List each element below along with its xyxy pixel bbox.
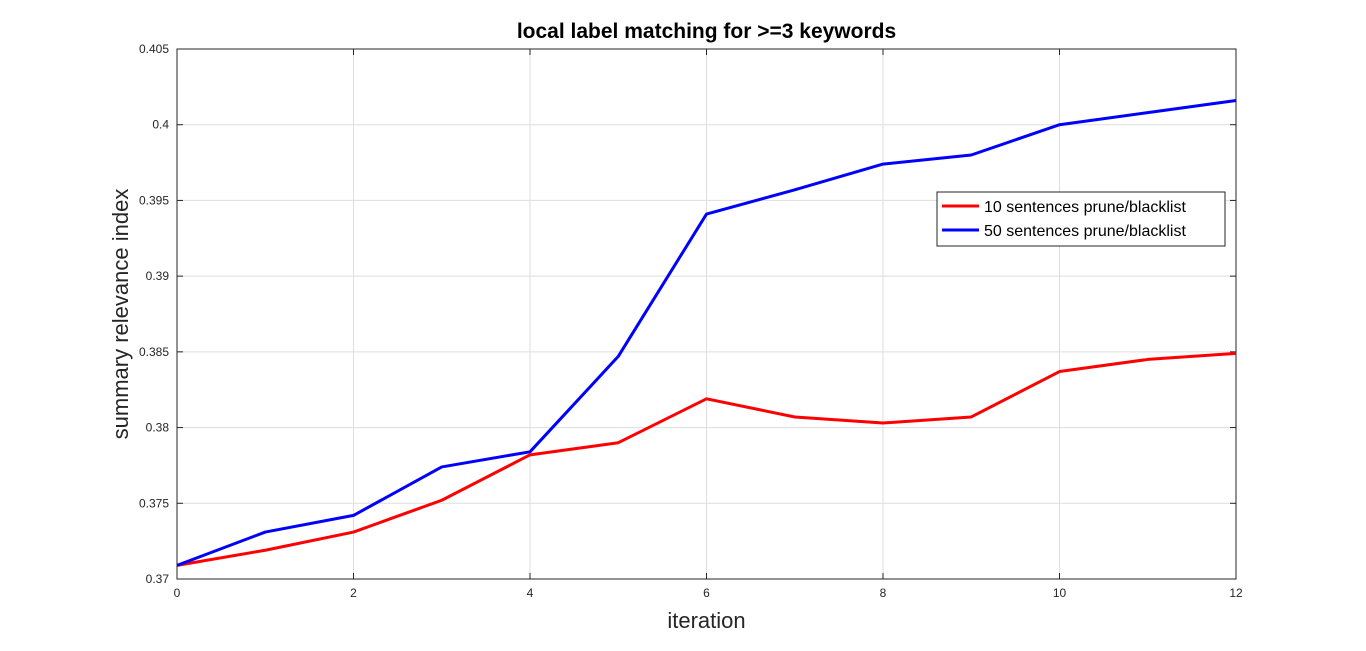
legend: 10 sentences prune/blacklist 50 sentences… xyxy=(936,191,1226,247)
x-tick-label: 6 xyxy=(703,586,710,600)
y-tick-label: 0.395 xyxy=(139,193,169,207)
x-axis-label: iteration xyxy=(667,608,745,633)
y-tick-label: 0.4 xyxy=(152,118,169,132)
y-tick-label: 0.37 xyxy=(146,572,170,586)
legend-box xyxy=(936,191,1226,247)
legend-label-2: 50 sentences prune/blacklist xyxy=(984,223,1186,240)
legend-label-1: 10 sentences prune/blacklist xyxy=(984,199,1186,216)
y-axis-label: summary relevance index xyxy=(108,189,133,440)
axis-ticks: 0 2 4 6 8 10 120.370.3750.380.3850.390.3950.40… xyxy=(139,42,1243,600)
series-line-1 xyxy=(176,351,1237,567)
y-tick-label: 0.38 xyxy=(146,421,170,435)
x-tick-label: 2 xyxy=(350,586,357,600)
x-tick-label: 10 xyxy=(1053,586,1067,600)
chart-title: local label matching for >=3 keywords xyxy=(517,20,896,43)
grid xyxy=(176,48,1237,580)
x-tick-label: 12 xyxy=(1229,586,1243,600)
x-tick-label: 0 xyxy=(174,586,181,600)
series-layer xyxy=(176,98,1237,567)
series-line-2 xyxy=(176,98,1237,567)
y-tick-label: 0.385 xyxy=(139,345,169,359)
y-tick-label: 0.39 xyxy=(146,269,170,283)
y-tick-label: 0.375 xyxy=(139,496,169,510)
x-tick-label: 4 xyxy=(527,586,534,600)
y-tick-label: 0.405 xyxy=(139,42,169,56)
x-tick-label: 8 xyxy=(880,586,887,600)
